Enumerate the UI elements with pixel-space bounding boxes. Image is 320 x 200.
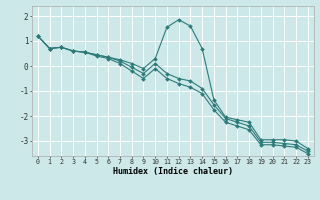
X-axis label: Humidex (Indice chaleur): Humidex (Indice chaleur) xyxy=(113,167,233,176)
